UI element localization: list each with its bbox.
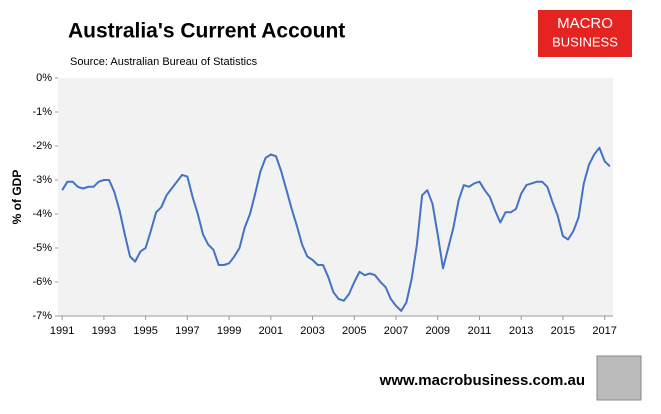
x-tick-label: 2007: [384, 325, 408, 337]
y-tick-label: -4%: [32, 208, 52, 220]
y-tick-label: -2%: [32, 140, 52, 152]
x-tick-label: 2013: [509, 325, 533, 337]
x-tick-label: 2011: [468, 325, 492, 337]
x-tick-label: 1991: [50, 325, 74, 337]
logo-box: [538, 10, 632, 57]
x-tick-label: 2015: [551, 325, 575, 337]
y-tick-label: 0%: [36, 72, 52, 84]
y-tick-label: -3%: [32, 174, 52, 186]
footer: www.macrobusiness.com.au: [379, 372, 585, 389]
y-tick-label: -6%: [32, 276, 52, 288]
logo-icon: [596, 355, 642, 401]
y-tick-label: -7%: [32, 310, 52, 322]
chart-subtitle: Source: Australian Bureau of Statistics: [70, 56, 258, 68]
x-tick-label: 2003: [300, 325, 324, 337]
plot-area: [58, 78, 613, 316]
y-tick-label: -1%: [32, 106, 52, 118]
logo-text: BUSINESS: [552, 34, 618, 49]
logo-text: MACRO: [557, 15, 613, 32]
y-axis-label: % of GDP: [10, 170, 24, 225]
x-tick-label: 1997: [175, 325, 199, 337]
x-tick-label: 1993: [92, 325, 116, 337]
x-tick-label: 2009: [425, 325, 449, 337]
x-tick-label: 1995: [133, 325, 157, 337]
x-tick-label: 2001: [259, 325, 283, 337]
x-tick-label: 2005: [342, 325, 366, 337]
x-tick-label: 1999: [217, 325, 241, 337]
y-tick-label: -5%: [32, 242, 52, 254]
chart-title: Australia's Current Account: [68, 20, 345, 43]
x-tick-label: 2017: [592, 325, 616, 337]
data-line: [61, 146, 611, 312]
